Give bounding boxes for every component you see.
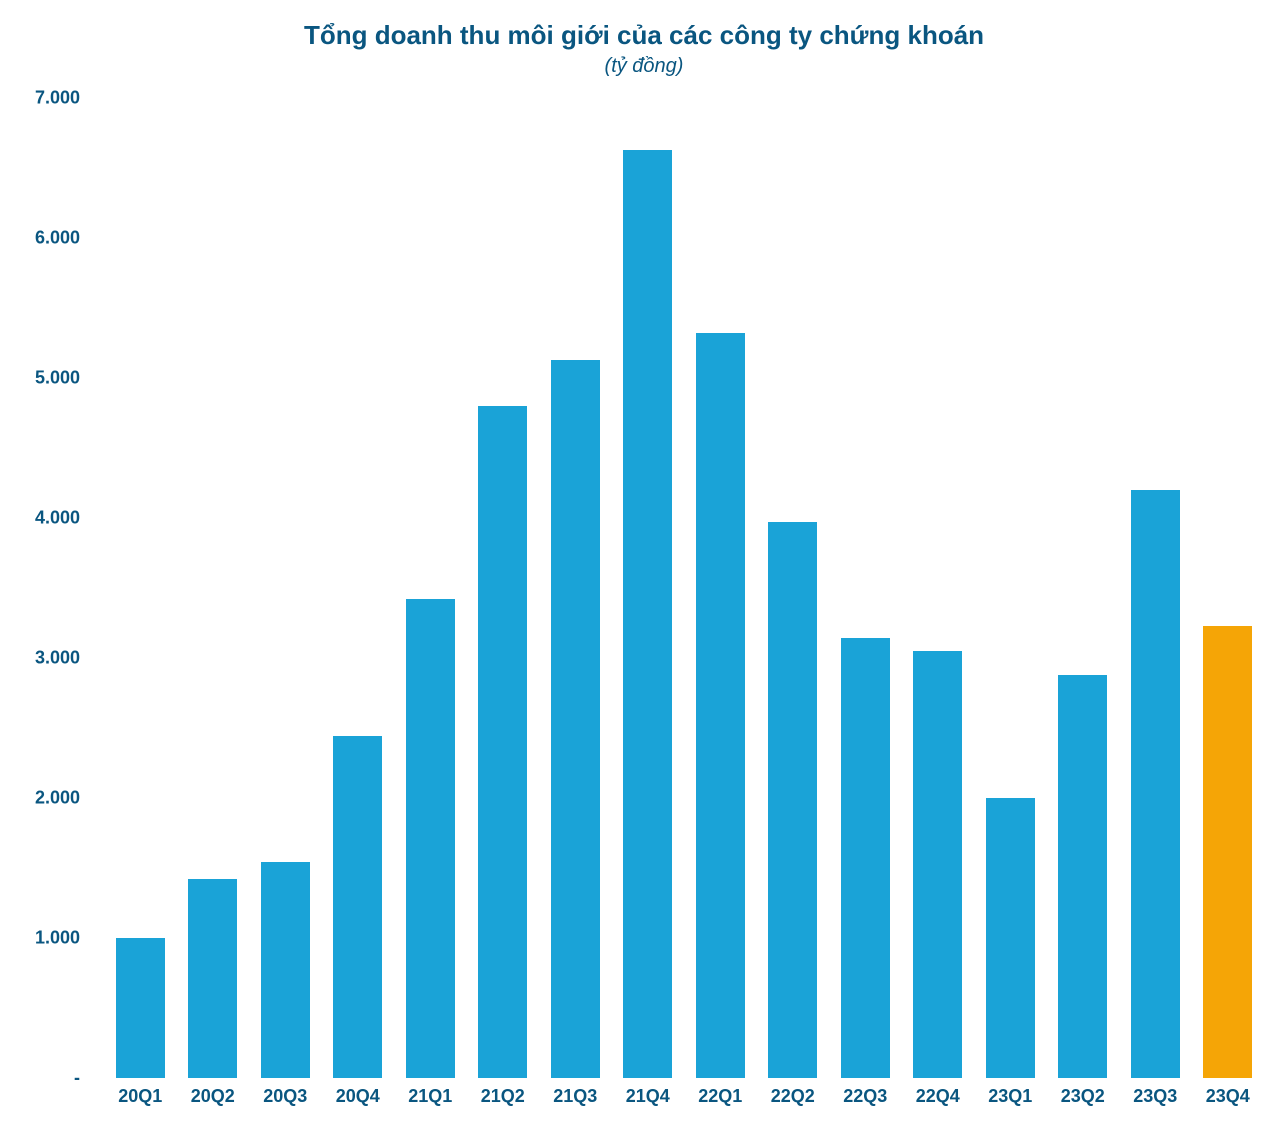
x-label: 22Q2: [757, 1086, 830, 1107]
x-label: 22Q3: [829, 1086, 902, 1107]
y-tick: 4.000: [35, 508, 80, 529]
x-label: 20Q2: [177, 1086, 250, 1107]
bar-slot: [1119, 98, 1192, 1078]
x-label: 23Q4: [1192, 1086, 1265, 1107]
x-label: 21Q1: [394, 1086, 467, 1107]
x-label: 21Q3: [539, 1086, 612, 1107]
x-label: 20Q3: [249, 1086, 322, 1107]
bar: [913, 651, 962, 1078]
bar: [551, 360, 600, 1078]
bar: [1203, 626, 1252, 1078]
bar: [188, 879, 237, 1078]
bar: [1058, 675, 1107, 1078]
x-label: 23Q3: [1119, 1086, 1192, 1107]
chart-subtitle: (tỷ đồng): [20, 55, 1268, 78]
bars-container: [100, 98, 1268, 1078]
bar: [1131, 490, 1180, 1078]
x-axis: 20Q120Q220Q320Q421Q121Q221Q321Q422Q122Q2…: [100, 1078, 1268, 1107]
y-tick: 2.000: [35, 788, 80, 809]
bar-slot: [539, 98, 612, 1078]
bar: [261, 862, 310, 1078]
bar-slot: [1047, 98, 1120, 1078]
bar-slot: [249, 98, 322, 1078]
x-label: 21Q4: [612, 1086, 685, 1107]
bar-slot: [177, 98, 250, 1078]
x-label: 22Q4: [902, 1086, 975, 1107]
bar: [406, 599, 455, 1078]
bar: [986, 798, 1035, 1078]
bar-slot: [612, 98, 685, 1078]
y-tick: 1.000: [35, 928, 80, 949]
bar-slot: [394, 98, 467, 1078]
x-label: 21Q2: [467, 1086, 540, 1107]
x-label: 20Q4: [322, 1086, 395, 1107]
bar-slot: [1192, 98, 1265, 1078]
bar-slot: [974, 98, 1047, 1078]
bar-slot: [757, 98, 830, 1078]
bar: [623, 150, 672, 1078]
plot-area: -1.0002.0003.0004.0005.0006.0007.000: [100, 98, 1268, 1078]
chart-title: Tổng doanh thu môi giới của các công ty …: [20, 20, 1268, 51]
bar-slot: [902, 98, 975, 1078]
bar-slot: [829, 98, 902, 1078]
bar-slot: [684, 98, 757, 1078]
y-tick: -: [74, 1068, 80, 1089]
y-tick: 6.000: [35, 228, 80, 249]
y-tick: 3.000: [35, 648, 80, 669]
brokerage-revenue-chart: Tổng doanh thu môi giới của các công ty …: [20, 20, 1268, 1107]
bar: [768, 522, 817, 1078]
x-label: 22Q1: [684, 1086, 757, 1107]
x-label: 23Q2: [1047, 1086, 1120, 1107]
bar: [116, 938, 165, 1078]
y-axis: -1.0002.0003.0004.0005.0006.0007.000: [20, 98, 90, 1078]
x-label: 23Q1: [974, 1086, 1047, 1107]
bar: [696, 333, 745, 1078]
y-tick: 5.000: [35, 368, 80, 389]
y-tick: 7.000: [35, 88, 80, 109]
x-label: 20Q1: [104, 1086, 177, 1107]
bar-slot: [467, 98, 540, 1078]
bar-slot: [104, 98, 177, 1078]
bar: [478, 406, 527, 1078]
bar: [841, 638, 890, 1078]
bar: [333, 736, 382, 1078]
bar-slot: [322, 98, 395, 1078]
